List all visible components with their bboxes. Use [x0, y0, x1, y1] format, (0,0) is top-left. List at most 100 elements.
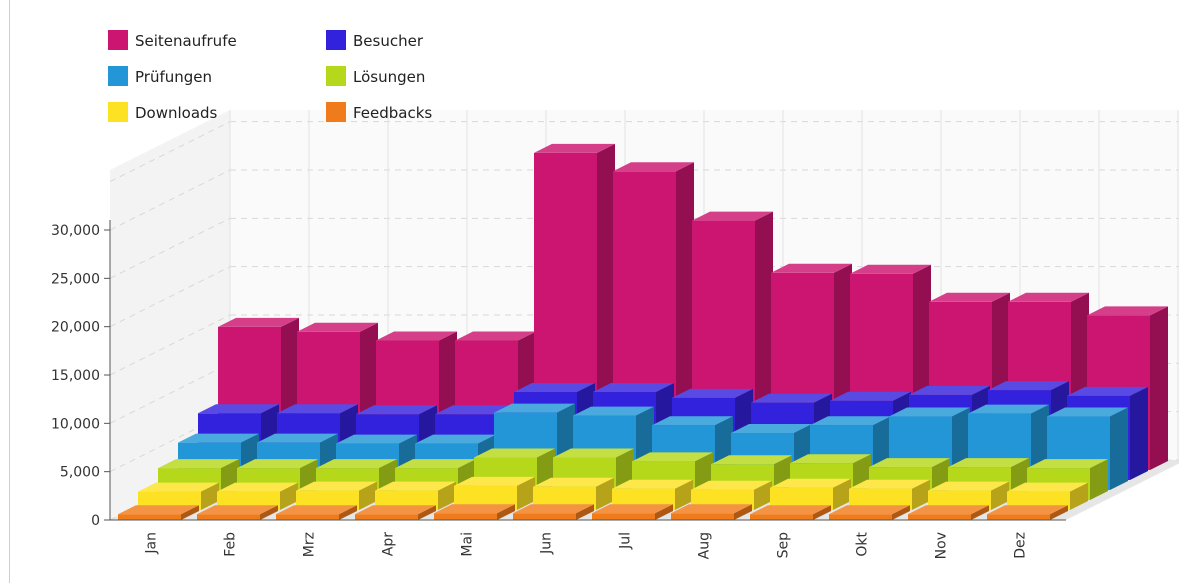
bar-feedbacks [197, 505, 278, 520]
bar-side [754, 480, 772, 510]
bar-feedbacks [987, 505, 1068, 520]
gridline-side [109, 169, 231, 231]
bar-top [533, 477, 614, 487]
y-tick-label: 25,000 [51, 271, 100, 287]
bar-side [517, 476, 535, 510]
bar-top [455, 331, 536, 341]
bar-feedbacks [513, 504, 594, 520]
bar-top [534, 143, 615, 153]
bar-front [533, 486, 596, 510]
bar-top [513, 504, 594, 514]
bar-side [1110, 407, 1128, 490]
bar-top [652, 416, 733, 426]
bar-top [771, 263, 852, 273]
bar-front [849, 488, 912, 510]
bar-top [711, 455, 792, 465]
bar-downloads [849, 479, 930, 510]
x-tick-label: Mrz [302, 532, 318, 557]
bar-top [849, 479, 930, 489]
bar-feedbacks [355, 505, 436, 520]
bar-top [592, 504, 673, 514]
bar-downloads [1007, 482, 1088, 510]
bar-downloads [375, 481, 456, 510]
legend-swatch [326, 102, 346, 122]
bar-feedbacks [118, 505, 199, 520]
bar-top [218, 317, 299, 327]
bar-feedbacks [434, 504, 515, 520]
y-tick-label: 5,000 [60, 465, 100, 481]
bar-top [613, 162, 694, 172]
bar-top [573, 406, 654, 416]
bar-front [355, 514, 418, 520]
legend-label: Seitenaufrufe [135, 32, 237, 50]
legend-swatch [326, 30, 346, 50]
bar-front [118, 514, 181, 520]
bar-side [892, 505, 910, 520]
bar-top [237, 459, 318, 469]
bar-top [197, 505, 278, 515]
bar-top [987, 505, 1068, 515]
bar-top [929, 292, 1010, 302]
bar-side [497, 504, 515, 520]
gridline-side [109, 266, 231, 328]
bar-top [336, 434, 417, 444]
bar-top [908, 505, 989, 515]
bar-top [750, 505, 831, 515]
bar-front [434, 513, 497, 520]
bar-front [276, 514, 339, 520]
bar-front [513, 513, 576, 520]
bar-side [1070, 482, 1088, 510]
bar-side [1150, 306, 1168, 470]
bar-feedbacks [671, 504, 752, 520]
bar-top [257, 433, 338, 443]
bar-top [494, 403, 575, 413]
bar-top [1047, 407, 1128, 417]
x-tick-label: Dez [1013, 532, 1029, 559]
bar-top [1067, 386, 1148, 396]
bar-top [454, 476, 535, 486]
bar-side [813, 505, 831, 520]
bar-side [971, 505, 989, 520]
bar-side [1130, 386, 1148, 480]
bar-top [928, 481, 1009, 491]
bar-top [553, 448, 634, 458]
bar-side [201, 482, 219, 510]
bar-feedbacks [750, 505, 831, 520]
gridline-side [109, 362, 231, 424]
bar-front [375, 490, 438, 510]
bar-top [178, 433, 259, 443]
bar-top [277, 404, 358, 414]
bar-feedbacks [829, 505, 910, 520]
bar-front [908, 514, 971, 520]
bar-top [138, 482, 219, 492]
legend-swatch [326, 66, 346, 86]
bar-top [770, 478, 851, 488]
bar-top [316, 459, 397, 469]
legend-swatch [108, 66, 128, 86]
bar-side [1090, 459, 1108, 500]
x-tick-label: Okt [855, 531, 871, 556]
bar-top [474, 448, 555, 458]
x-tick-label: Aug [697, 532, 713, 559]
y-tick-label: 30,000 [51, 223, 100, 239]
legend-label: Besucher [353, 32, 423, 50]
bar-side [596, 477, 614, 510]
bar-top [297, 322, 378, 332]
bar-front [829, 514, 892, 520]
bar-top [296, 481, 377, 491]
y-axis: 0 5,000 10,000 15,000 20,000 25,000 30,000 [51, 220, 111, 529]
bar-top [672, 388, 753, 398]
bar-top [691, 480, 772, 490]
bar-top [850, 264, 931, 274]
bar-feedbacks [908, 505, 989, 520]
y-tick-label: 10,000 [51, 416, 100, 432]
bar-top [198, 404, 279, 414]
bar-top [988, 381, 1069, 391]
x-tick-label: Mai [460, 532, 476, 557]
x-tick-label: Sep [776, 532, 792, 559]
bar-side [280, 482, 298, 510]
bar-top [671, 504, 752, 514]
bar-front [770, 487, 833, 510]
bar-side [734, 504, 752, 520]
